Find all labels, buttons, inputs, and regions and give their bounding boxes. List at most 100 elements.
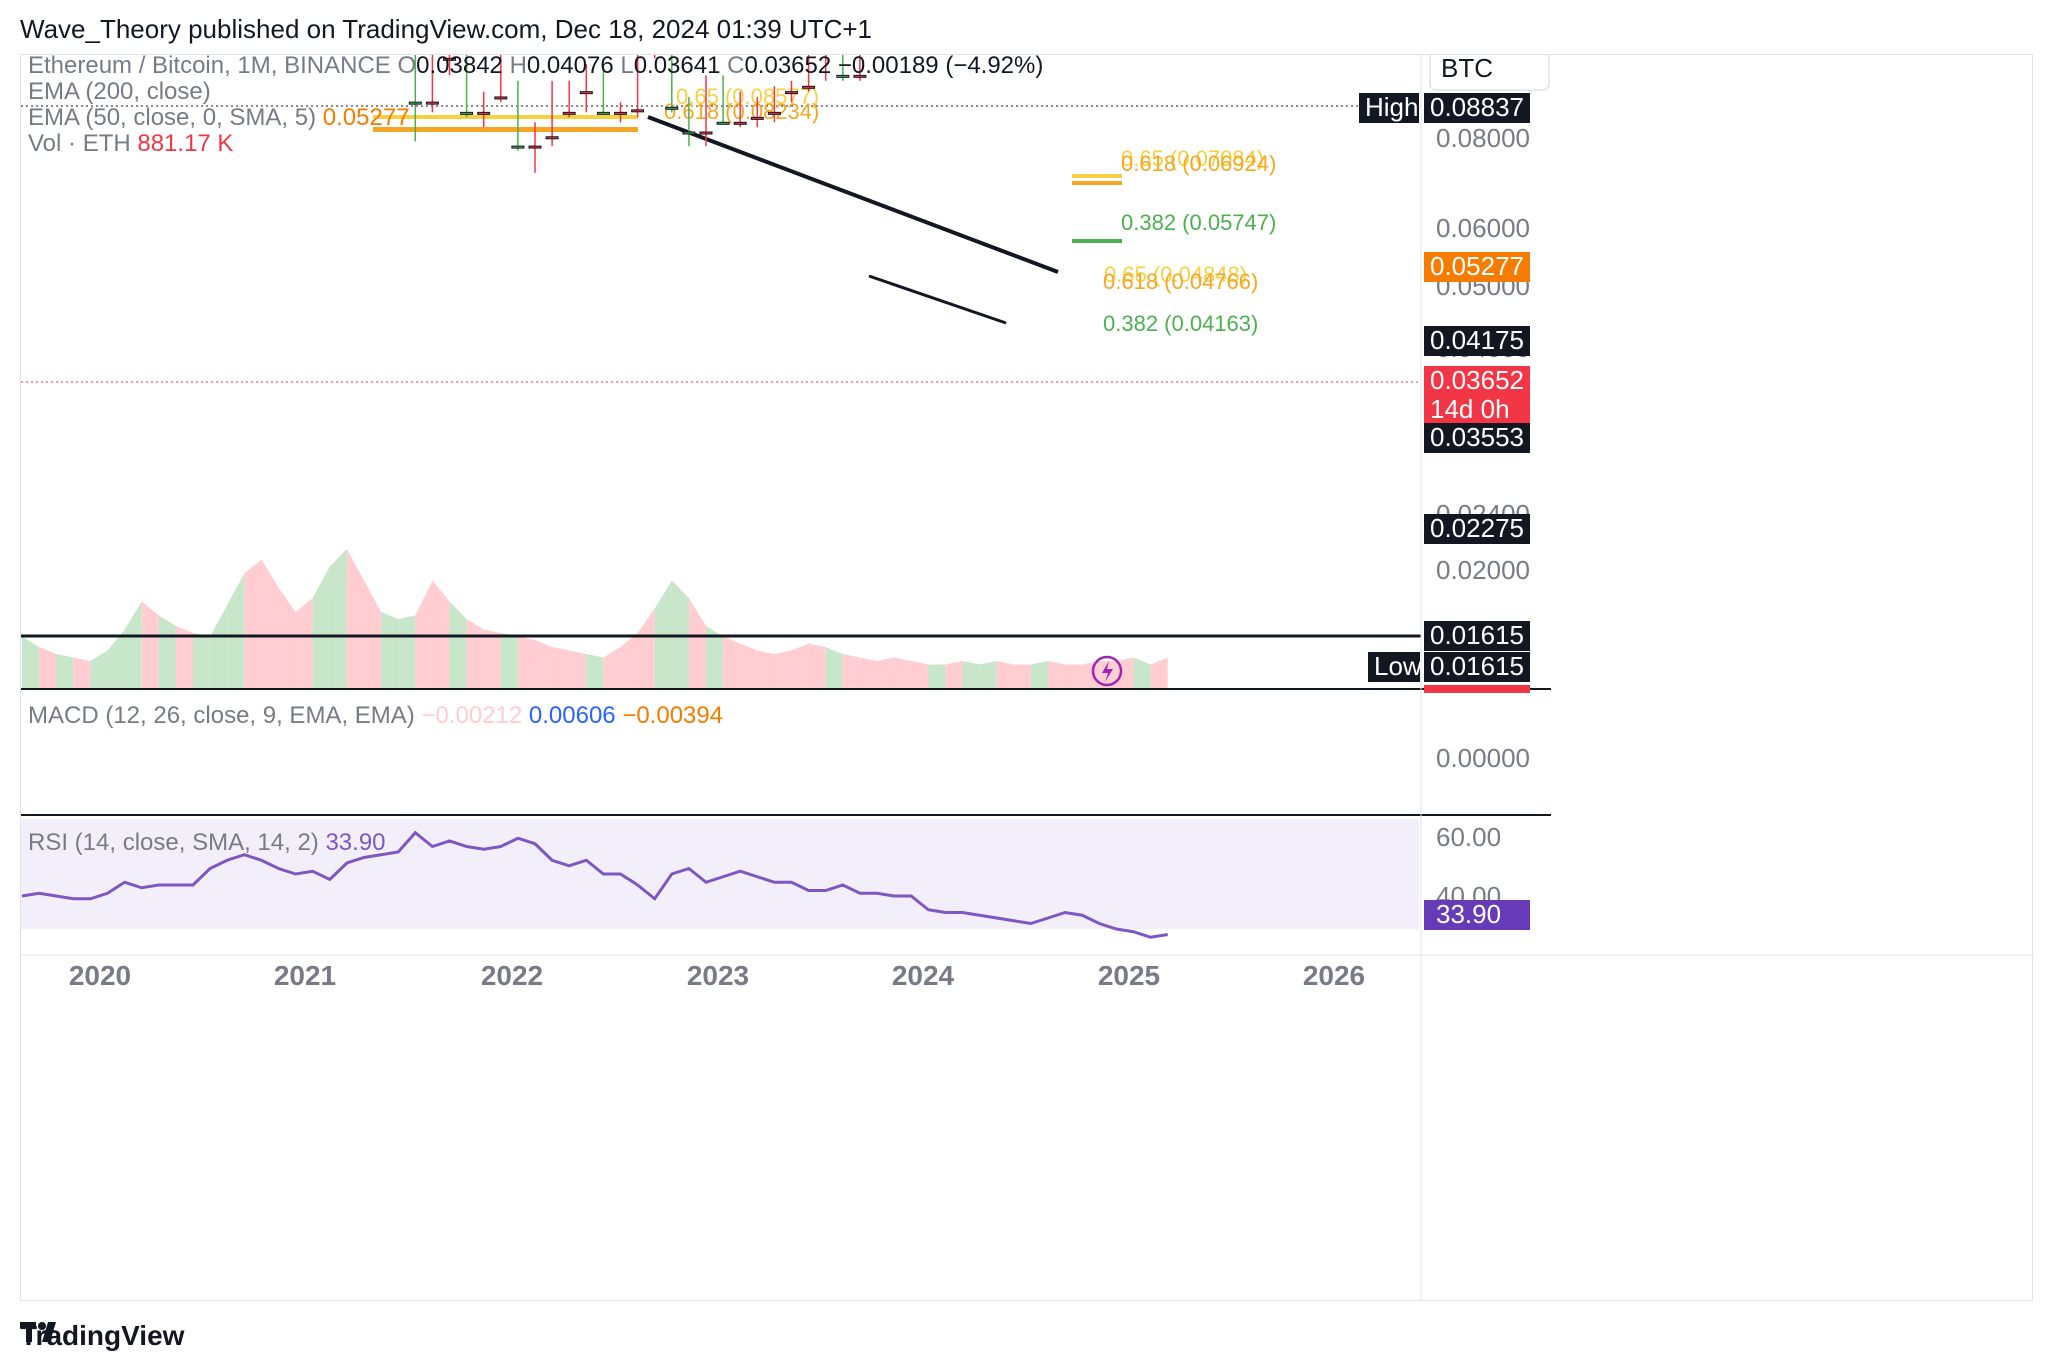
macd-histogram-bar [732,755,748,760]
price-label-box [1424,366,1530,396]
macd-histogram-bar [1108,755,1124,769]
legend-part: Ethereum / Bitcoin, 1M, BINANCE [28,55,397,79]
macd-histogram-bar [972,755,988,768]
macd-histogram-bar [185,755,201,758]
fib-label: 0.618 (0.04766) [1103,269,1258,294]
trendline-upper [647,115,1059,274]
macd-histogram-bar [339,745,355,755]
volume-area [859,657,877,689]
price-label-box [1424,395,1530,425]
candle [785,91,798,95]
macd-histogram-bar [544,732,560,755]
price-label: 0.03553 [1430,422,1524,452]
volume-area [141,601,159,689]
legend-part: −0.00212 [421,702,528,729]
rsi-layer [21,819,2034,956]
volume-area [1013,664,1031,689]
time-label: 2024 [892,960,955,991]
candle [836,74,850,78]
volume-area [449,601,467,689]
volume-area [706,626,724,689]
legend-part: RSI (14, close, SMA, 14, 2) [28,829,325,856]
macd-histogram-bar [715,755,731,762]
legend-part: −0.00394 [622,702,723,729]
volume-area [193,633,211,689]
rsi-value-box [1424,900,1530,930]
macd-histogram-bar [818,755,834,767]
macd-histogram-bar [1074,755,1090,767]
macd-histogram-bar [630,753,646,755]
price-tick: 0.02000 [1436,555,1530,585]
volume-area [740,643,758,689]
volume-area [22,636,40,689]
candle [802,85,816,89]
volume-area [962,661,980,689]
volume-area [911,661,929,689]
volume-area [842,654,860,689]
volume-area [928,664,946,689]
macd-histogram-bar [561,735,577,755]
legend-part: L [620,55,633,79]
volume-area [1133,657,1151,689]
volume-area [1065,664,1083,689]
currency-button-label[interactable]: BTC [1441,55,1493,83]
chart-svg[interactable]: 0.65 (0.08577)0.618 (0.08234) 0.65 (0.070… [21,55,2034,1302]
macd-histogram-bar [664,755,680,764]
macd-line [22,676,1168,802]
macd-histogram-bar [48,755,64,787]
volume-area [227,573,245,689]
macd-histogram-bar [698,755,714,761]
volume-area [945,661,963,689]
legend: Ethereum / Bitcoin, 1M, BINANCE O0.03842… [28,55,1043,856]
candle [665,106,679,110]
price-label: 0.05277 [1430,251,1524,281]
macd-histogram-bar [989,755,1005,766]
macd-histogram-bar [835,755,851,768]
time-label: 2023 [687,960,749,991]
legend-part: H [510,55,527,79]
volume-area [312,566,330,689]
macd-histogram-bar [749,755,765,762]
candle [614,111,627,115]
candles-layer [408,55,1123,687]
volume-area [586,654,604,689]
volume-area [603,647,621,689]
time-label: 2020 [69,960,131,991]
macd-histogram-bar [766,755,782,763]
volume-area [979,661,997,689]
macd-histogram-bar [1091,755,1107,768]
macd-histogram-bar [1160,755,1176,767]
rsi-legend: RSI (14, close, SMA, 14, 2) 33.90 [28,829,386,856]
price-label: 0.02275 [1430,513,1524,543]
lightning-icon [1102,661,1113,682]
volume-area [210,605,228,689]
candle [477,111,491,115]
candle [528,145,542,149]
legend-part: 0.00606 [529,702,622,729]
volume-area [791,643,809,689]
volume-area [996,661,1014,689]
volume-area [483,629,501,689]
macd-histogram-bar [681,755,697,762]
volume-area [517,636,535,689]
volume-area [90,650,108,689]
legend-part: O [397,55,416,79]
macd-histogram-bar [407,733,423,755]
volume-area [175,626,193,689]
volume-area [637,608,655,689]
volume-area [1082,661,1100,689]
price-label: 0.03652 [1430,365,1524,395]
candle [545,136,559,140]
price-tick: 0.06000 [1436,213,1530,243]
rsi-value-label: 33.90 [1436,899,1501,929]
macd-legend: MACD (12, 26, close, 9, EMA, EMA) −0.002… [28,702,723,729]
volume-area [124,601,142,689]
time-label: 2021 [274,960,336,991]
time-axis: 2020 2021 2022 2023 2024 2025 2026 [69,960,1365,991]
fib-label: 0.65 (0.07084) [1121,146,1264,171]
legend-part: 0.03842 [416,55,509,79]
lightning-icon [1091,655,1123,687]
macd-histogram-bar [168,755,184,760]
macd-histogram-bar [82,755,98,773]
volume-area [295,598,313,689]
